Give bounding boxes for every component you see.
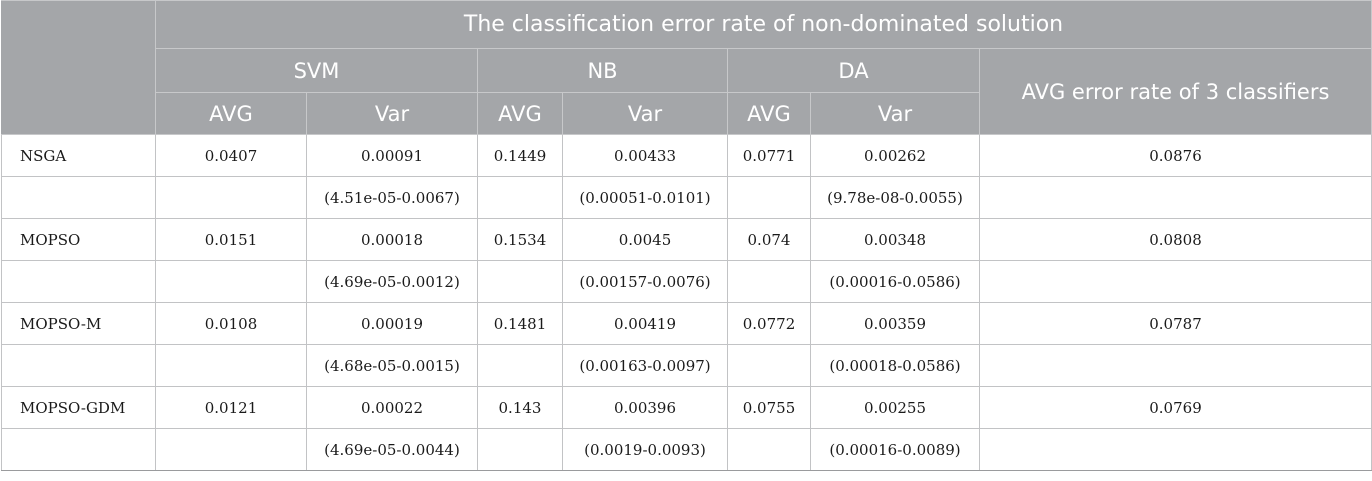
empty-cell [155, 260, 307, 303]
empty-cell [155, 176, 307, 219]
results-table: The classification error rate of non-dom… [1, 0, 1372, 471]
empty-cell [978, 176, 1372, 219]
empty-cell [1, 176, 156, 219]
table-row-range: (4.69e-05-0.0012) (0.00157-0.0076) (0.00… [1, 260, 1372, 303]
nb-avg: 0.1449 [477, 134, 563, 177]
corner-cell [1, 0, 156, 135]
nb-range: (0.00163-0.0097) [562, 344, 728, 387]
empty-cell [978, 344, 1372, 387]
svm-avg-header: AVG [155, 92, 307, 135]
svm-avg: 0.0108 [155, 302, 307, 345]
classifier-da: DA [727, 48, 980, 93]
svm-avg: 0.0121 [155, 386, 307, 429]
nb-avg: 0.143 [477, 386, 563, 429]
empty-cell [727, 428, 811, 471]
svm-avg: 0.0407 [155, 134, 307, 177]
avg-all: 0.0808 [978, 218, 1372, 261]
avg-all: 0.0787 [978, 302, 1372, 345]
empty-cell [477, 176, 563, 219]
nb-avg: 0.1481 [477, 302, 563, 345]
nb-avg-header: AVG [477, 92, 563, 135]
da-avg: 0.074 [727, 218, 811, 261]
da-avg: 0.0771 [727, 134, 811, 177]
table-row-range: (4.68e-05-0.0015) (0.00163-0.0097) (0.00… [1, 344, 1372, 387]
nb-var-header: Var [562, 92, 728, 135]
empty-cell [477, 428, 563, 471]
svm-var: 0.00022 [306, 386, 478, 429]
avg-all-header: AVG error rate of 3 classifiers [978, 48, 1372, 135]
empty-cell [477, 260, 563, 303]
svm-range: (4.69e-05-0.0012) [306, 260, 478, 303]
da-var-header: Var [810, 92, 980, 135]
method-name: MOPSO-GDM [1, 386, 156, 429]
group-title: The classification error rate of non-dom… [154, 0, 1372, 49]
nb-range: (0.00051-0.0101) [562, 176, 728, 219]
svm-range: (4.68e-05-0.0015) [306, 344, 478, 387]
empty-cell [978, 428, 1372, 471]
empty-cell [727, 176, 811, 219]
da-var: 0.00348 [810, 218, 980, 261]
svm-var-header: Var [306, 92, 478, 135]
avg-all: 0.0769 [978, 386, 1372, 429]
da-var: 0.00262 [810, 134, 980, 177]
table-row: MOPSO-GDM 0.0121 0.00022 0.143 0.00396 0… [1, 386, 1372, 429]
avg-all: 0.0876 [978, 134, 1372, 177]
table-body: NSGA 0.0407 0.00091 0.1449 0.00433 0.077… [1, 134, 1372, 471]
empty-cell [155, 344, 307, 387]
method-name: NSGA [1, 134, 156, 177]
empty-cell [727, 344, 811, 387]
svm-var: 0.00019 [306, 302, 478, 345]
da-avg: 0.0772 [727, 302, 811, 345]
nb-var: 0.00419 [562, 302, 728, 345]
nb-avg: 0.1534 [477, 218, 563, 261]
empty-cell [727, 260, 811, 303]
classifier-svm: SVM [155, 48, 478, 93]
table-row-range: (4.51e-05-0.0067) (0.00051-0.0101) (9.78… [1, 176, 1372, 219]
nb-range: (0.00157-0.0076) [562, 260, 728, 303]
da-avg-header: AVG [727, 92, 811, 135]
da-range: (9.78e-08-0.0055) [810, 176, 980, 219]
da-avg: 0.0755 [727, 386, 811, 429]
table-header: The classification error rate of non-dom… [1, 0, 1372, 135]
table-row: MOPSO 0.0151 0.00018 0.1534 0.0045 0.074… [1, 218, 1372, 261]
svm-range: (4.69e-05-0.0044) [306, 428, 478, 471]
empty-cell [477, 344, 563, 387]
nb-var: 0.00396 [562, 386, 728, 429]
svm-range: (4.51e-05-0.0067) [306, 176, 478, 219]
table-row: NSGA 0.0407 0.00091 0.1449 0.00433 0.077… [1, 134, 1372, 177]
da-range: (0.00016-0.0586) [810, 260, 980, 303]
nb-range: (0.0019-0.0093) [562, 428, 728, 471]
empty-cell [1, 428, 156, 471]
empty-cell [978, 260, 1372, 303]
method-name: MOPSO [1, 218, 156, 261]
nb-var: 0.00433 [562, 134, 728, 177]
svm-var: 0.00091 [306, 134, 478, 177]
table-row: MOPSO-M 0.0108 0.00019 0.1481 0.00419 0.… [1, 302, 1372, 345]
da-var: 0.00359 [810, 302, 980, 345]
table-row-range: (4.69e-05-0.0044) (0.0019-0.0093) (0.000… [1, 428, 1372, 471]
empty-cell [155, 428, 307, 471]
da-range: (0.00018-0.0586) [810, 344, 980, 387]
da-var: 0.00255 [810, 386, 980, 429]
empty-cell [1, 344, 156, 387]
svm-var: 0.00018 [306, 218, 478, 261]
classifier-nb: NB [477, 48, 728, 93]
empty-cell [1, 260, 156, 303]
da-range: (0.00016-0.0089) [810, 428, 980, 471]
nb-var: 0.0045 [562, 218, 728, 261]
method-name: MOPSO-M [1, 302, 156, 345]
svm-avg: 0.0151 [155, 218, 307, 261]
